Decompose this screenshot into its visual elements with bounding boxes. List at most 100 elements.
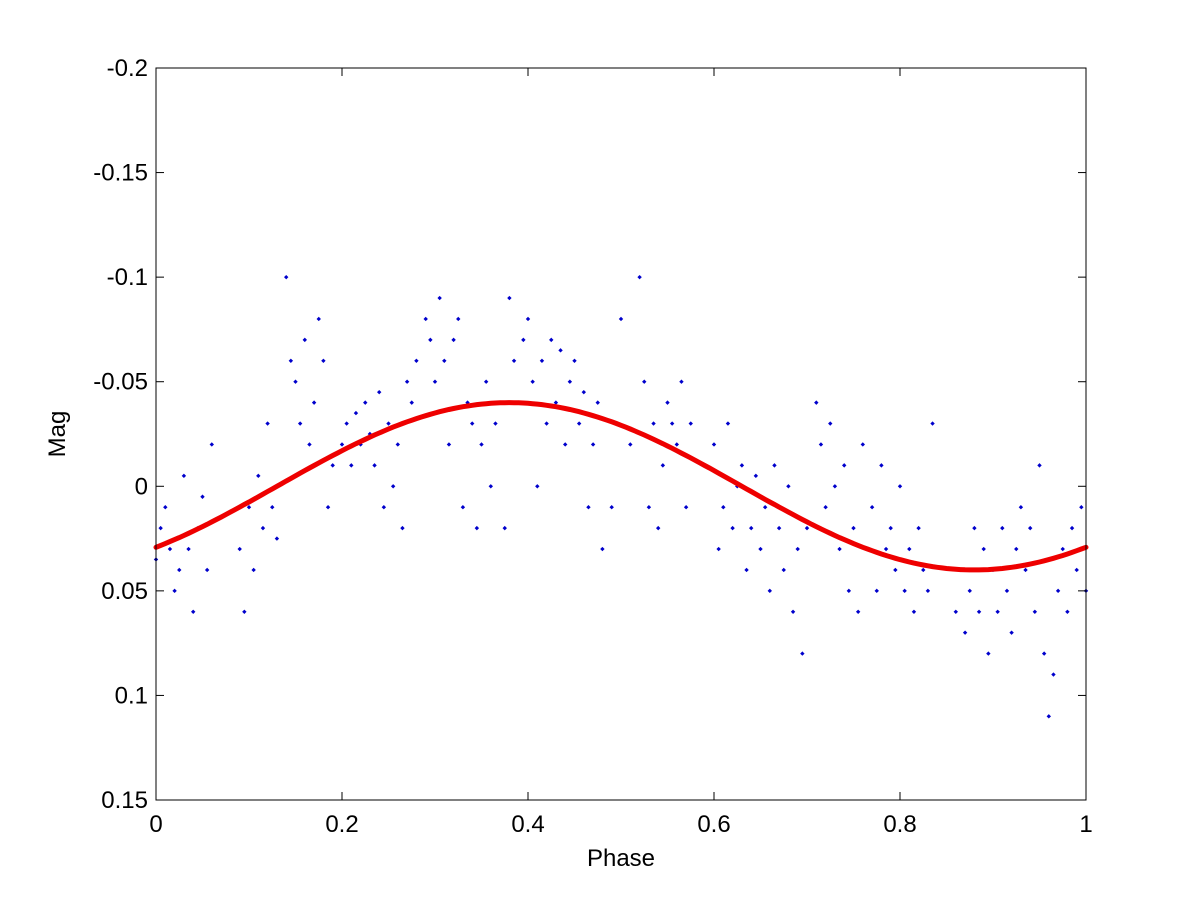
data-point <box>483 379 489 384</box>
data-point <box>1069 525 1075 531</box>
y-tick-label: -0.2 <box>107 55 148 82</box>
data-point <box>325 505 331 510</box>
data-point <box>749 525 754 531</box>
data-point <box>618 316 624 322</box>
data-point <box>353 410 359 416</box>
data-point <box>753 473 759 479</box>
data-point <box>851 525 856 531</box>
fit-line <box>153 400 1089 573</box>
data-point <box>883 546 889 552</box>
data-point <box>609 505 614 510</box>
x-tick-label: 1 <box>1079 811 1092 838</box>
data-point <box>265 421 270 426</box>
data-point <box>293 379 298 384</box>
data-point <box>1004 588 1010 594</box>
data-point <box>930 421 935 426</box>
x-axis-title: Phase <box>587 845 655 872</box>
data-point <box>846 588 852 594</box>
data-point <box>665 400 670 405</box>
data-point <box>921 567 926 573</box>
data-point <box>874 588 879 594</box>
y-tick-label: 0 <box>135 473 148 500</box>
data-point <box>307 442 312 447</box>
data-point <box>679 379 684 384</box>
data-point <box>637 274 642 280</box>
data-point <box>390 484 396 489</box>
data-point <box>539 358 545 363</box>
data-point <box>456 316 461 322</box>
data-point <box>651 421 656 426</box>
data-point <box>567 379 573 384</box>
data-point <box>158 525 163 531</box>
data-point <box>1079 505 1084 510</box>
data-point <box>437 295 442 301</box>
data-point <box>907 546 912 552</box>
data-point <box>828 421 833 426</box>
data-point <box>172 588 177 594</box>
data-point <box>590 442 596 447</box>
data-point <box>460 505 466 510</box>
data-point <box>716 546 721 552</box>
data-point <box>744 567 749 573</box>
data-point <box>869 505 875 510</box>
data-point <box>256 473 261 479</box>
data-point <box>404 379 410 384</box>
data-point <box>423 316 428 322</box>
data-point <box>400 525 405 531</box>
data-point <box>1032 609 1038 614</box>
data-point <box>344 421 349 426</box>
data-point <box>981 546 986 552</box>
y-tick-label: 0.05 <box>101 578 148 605</box>
data-point <box>488 484 493 489</box>
data-point <box>767 588 772 594</box>
data-point <box>646 505 652 510</box>
data-point <box>995 609 1000 614</box>
data-point <box>395 442 400 447</box>
data-point <box>804 525 810 531</box>
data-point <box>790 609 796 614</box>
data-point <box>781 567 786 573</box>
x-tick-label: 0 <box>149 811 162 838</box>
x-tick-label: 0.2 <box>325 811 358 838</box>
data-point <box>762 505 768 510</box>
fit-curve <box>153 400 1089 573</box>
data-point <box>349 463 354 468</box>
data-point <box>311 400 317 405</box>
data-point <box>721 505 726 510</box>
data-point <box>302 337 307 343</box>
data-point <box>860 442 865 447</box>
x-tick-label: 0.6 <box>697 811 730 838</box>
data-point <box>544 421 549 426</box>
data-point <box>1051 672 1056 677</box>
data-point <box>897 484 903 489</box>
data-point <box>967 588 972 594</box>
data-point <box>911 609 917 614</box>
data-point <box>297 421 303 426</box>
data-point <box>535 484 540 489</box>
data-point <box>558 348 563 353</box>
data-point <box>795 546 800 552</box>
data-point <box>386 421 391 426</box>
data-point <box>976 609 982 614</box>
data-point <box>284 274 289 280</box>
data-point <box>167 546 173 552</box>
data-point <box>1074 567 1079 573</box>
data-point <box>470 421 475 426</box>
data-point <box>1065 609 1070 614</box>
data-point <box>246 505 252 510</box>
data-point <box>1041 651 1047 656</box>
data-point <box>902 588 907 594</box>
data-point <box>711 442 717 447</box>
data-point <box>832 484 838 489</box>
data-point <box>381 505 387 510</box>
data-point <box>525 316 531 322</box>
plot-frame <box>155 67 1087 801</box>
data-point <box>879 463 884 468</box>
data-point <box>758 546 763 552</box>
data-point <box>842 463 847 468</box>
y-tick-label: -0.1 <box>107 264 148 291</box>
data-point <box>925 588 931 594</box>
data-point <box>660 463 666 468</box>
data-point <box>823 505 828 510</box>
data-point <box>772 463 777 468</box>
